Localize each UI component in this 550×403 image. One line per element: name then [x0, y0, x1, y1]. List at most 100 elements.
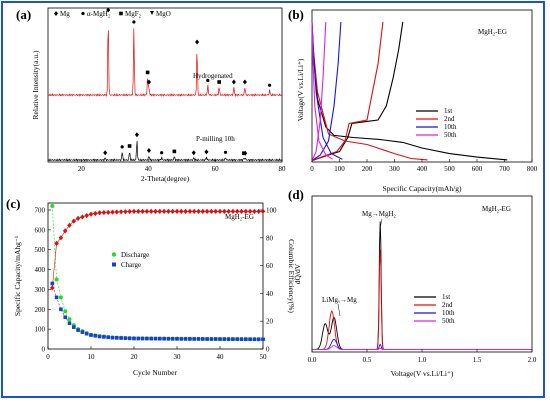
annotation-arrow-2 [337, 303, 341, 317]
x-tick-label: 800 [527, 165, 538, 173]
panel-a: (a) Mg α-MgH₂ MgF₂ MgO Hydrogenated P-milli… [16, 7, 286, 183]
legend-diamond [54, 11, 58, 16]
y-tick-label: 700 [35, 207, 46, 215]
marker-diamond [195, 39, 200, 45]
efficiency-point [88, 211, 94, 217]
marker-diamond [146, 148, 151, 153]
legend-label: 1st [442, 293, 450, 301]
efficiency-line [52, 211, 263, 288]
panel-a-x-ticks: 20 40 60 80 [78, 159, 286, 173]
x-tick-label: 80 [279, 165, 287, 173]
dqdv-curve-10th [312, 338, 532, 350]
efficiency-point [247, 208, 253, 214]
charge-point [132, 336, 136, 341]
charge-point [80, 330, 85, 334]
legend-label: Discharge [121, 251, 149, 259]
panel-d-title: MgH₂-EG [482, 205, 511, 213]
charge-point [59, 307, 63, 312]
efficiency-point [239, 208, 244, 214]
marker-diamond [231, 79, 236, 85]
charge-point [54, 295, 59, 300]
panel-d-x-ticks: 0.0 0.5 1.0 1.5 2.0 [308, 349, 537, 364]
x-tick-label: 30 [174, 353, 182, 361]
curve-50th-charge [311, 21, 327, 161]
charge-point [170, 337, 175, 341]
charge-point [127, 336, 132, 341]
marker-square [127, 144, 132, 148]
legend-label: Mg [60, 10, 70, 18]
discharge-point [58, 295, 63, 300]
panel-d-label: (d) [288, 187, 304, 202]
charge-point [205, 337, 209, 341]
legend-label: 50th [442, 317, 455, 325]
legend-label: α-MgH₂ [87, 10, 111, 18]
charge-point [145, 336, 149, 341]
charge-point [93, 333, 98, 338]
marker-diamond [106, 7, 111, 13]
panel-b-ylabel: Voltage(V vs.Li/Li⁺) [296, 58, 305, 121]
efficiency-point [191, 208, 197, 214]
y2-tick-label: 60 [266, 262, 274, 270]
x-tick-label: 60 [212, 165, 220, 173]
efficiency-point [166, 208, 171, 214]
charge-point [175, 337, 179, 341]
marker-diamond [243, 150, 248, 156]
efficiency-point [140, 208, 145, 214]
efficiency-point [183, 208, 188, 214]
charge-point [183, 337, 188, 341]
legend-label: 10th [442, 309, 455, 317]
charge-point [244, 337, 248, 341]
charge-point [226, 337, 231, 341]
efficiency-point [217, 208, 223, 214]
charge-point [256, 337, 261, 342]
curve-50th-discharge [311, 21, 333, 160]
legend-label: 1st [444, 107, 452, 115]
charge-point [140, 336, 145, 341]
charge-point [218, 337, 222, 341]
y2-tick-label: 20 [266, 318, 274, 326]
marker-square [145, 70, 150, 75]
legend-label: MgO [156, 10, 171, 18]
charge-point [50, 281, 55, 286]
charge-point [97, 334, 102, 339]
efficiency-point [101, 209, 107, 216]
charge-point [222, 337, 227, 341]
panel-c-title: MgH₂-EG [225, 213, 254, 221]
dqdv-curve-1st [312, 221, 532, 350]
y2-tick-label: 0 [266, 346, 270, 354]
efficiency-point [161, 208, 167, 214]
curve-10th-charge [311, 21, 342, 162]
x-tick-label: 200 [362, 165, 373, 173]
panel-a-ylabel: Relative Intensity(a.u.) [31, 50, 40, 119]
discharge-point [54, 277, 59, 282]
x-tick-label: 1.0 [418, 356, 427, 364]
marker-diamond [103, 150, 108, 156]
x-tick-label: 0.0 [308, 356, 317, 364]
curve-10th-discharge [311, 21, 343, 160]
x-tick-label: 600 [472, 165, 483, 173]
panel-c-plot [50, 204, 266, 342]
charge-point [235, 337, 239, 341]
charge-point [84, 331, 89, 336]
legend-label: Charge [121, 261, 141, 269]
marker-square [172, 149, 177, 154]
charge-point [188, 337, 192, 341]
y2-tick-label: 100 [266, 207, 277, 215]
y-tick-label: 200 [35, 306, 46, 314]
efficiency-point [174, 208, 180, 214]
charge-point [209, 337, 214, 341]
marker-dot [223, 150, 228, 154]
efficiency-point [114, 209, 120, 215]
charge-point [239, 337, 244, 341]
charge-point [115, 336, 119, 340]
efficiency-point [50, 285, 55, 291]
annotation-arrow-1 [379, 218, 383, 229]
x-tick-label: 1.5 [473, 356, 482, 364]
efficiency-point [260, 208, 266, 214]
annotation-limgx-mg: LiMgₓ→Mg [322, 296, 357, 304]
charge-point [76, 328, 80, 332]
panel-c-xlabel: Cycle Number [133, 368, 177, 377]
efficiency-point [179, 208, 184, 214]
legend-charge-marker [112, 262, 116, 267]
efficiency-point [234, 208, 240, 214]
